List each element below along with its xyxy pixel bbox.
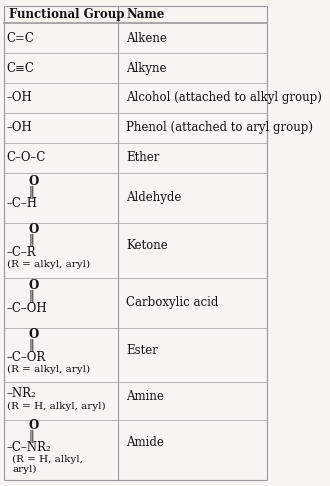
Text: (R = H, alkyl, aryl): (R = H, alkyl, aryl) — [7, 402, 105, 411]
Text: ‖: ‖ — [28, 234, 34, 247]
Text: –C–R: –C–R — [7, 246, 36, 259]
Text: ‖: ‖ — [28, 339, 34, 352]
Text: –NR₂: –NR₂ — [7, 387, 37, 400]
Text: C–O–C: C–O–C — [7, 151, 46, 164]
Text: Alkene: Alkene — [126, 32, 167, 45]
Text: –C–OH: –C–OH — [7, 302, 48, 315]
Text: –C–H: –C–H — [7, 197, 38, 210]
Text: Name: Name — [126, 8, 164, 21]
Text: Ester: Ester — [126, 344, 158, 357]
Text: Alcohol (attached to alkyl group): Alcohol (attached to alkyl group) — [126, 91, 322, 104]
Text: –C–OR: –C–OR — [7, 351, 46, 364]
Text: (R = alkyl, aryl): (R = alkyl, aryl) — [7, 364, 90, 374]
Text: Amine: Amine — [126, 390, 164, 403]
Text: C≡C: C≡C — [7, 62, 35, 74]
Text: ‖: ‖ — [28, 290, 34, 303]
Text: –OH: –OH — [7, 91, 32, 104]
Text: Phenol (attached to aryl group): Phenol (attached to aryl group) — [126, 122, 313, 135]
Text: ‖: ‖ — [28, 186, 34, 199]
Text: Functional Group: Functional Group — [10, 8, 125, 21]
Text: O: O — [28, 419, 39, 433]
Text: O: O — [28, 328, 39, 341]
Text: Aldehyde: Aldehyde — [126, 191, 182, 204]
Text: Alkyne: Alkyne — [126, 62, 167, 74]
Text: ‖: ‖ — [28, 430, 34, 443]
Text: C=C: C=C — [7, 32, 35, 45]
Text: O: O — [28, 223, 39, 236]
Text: aryl): aryl) — [12, 465, 37, 473]
Text: O: O — [28, 175, 39, 189]
Text: (R = H, alkyl,: (R = H, alkyl, — [12, 455, 83, 464]
Text: Amide: Amide — [126, 436, 164, 449]
Text: O: O — [28, 278, 39, 292]
Text: Ether: Ether — [126, 151, 159, 164]
Text: (R = alkyl, aryl): (R = alkyl, aryl) — [7, 260, 90, 269]
Text: –C–NR₂: –C–NR₂ — [7, 441, 51, 454]
Text: Carboxylic acid: Carboxylic acid — [126, 296, 218, 309]
Text: –OH: –OH — [7, 122, 32, 135]
Text: Ketone: Ketone — [126, 239, 168, 252]
